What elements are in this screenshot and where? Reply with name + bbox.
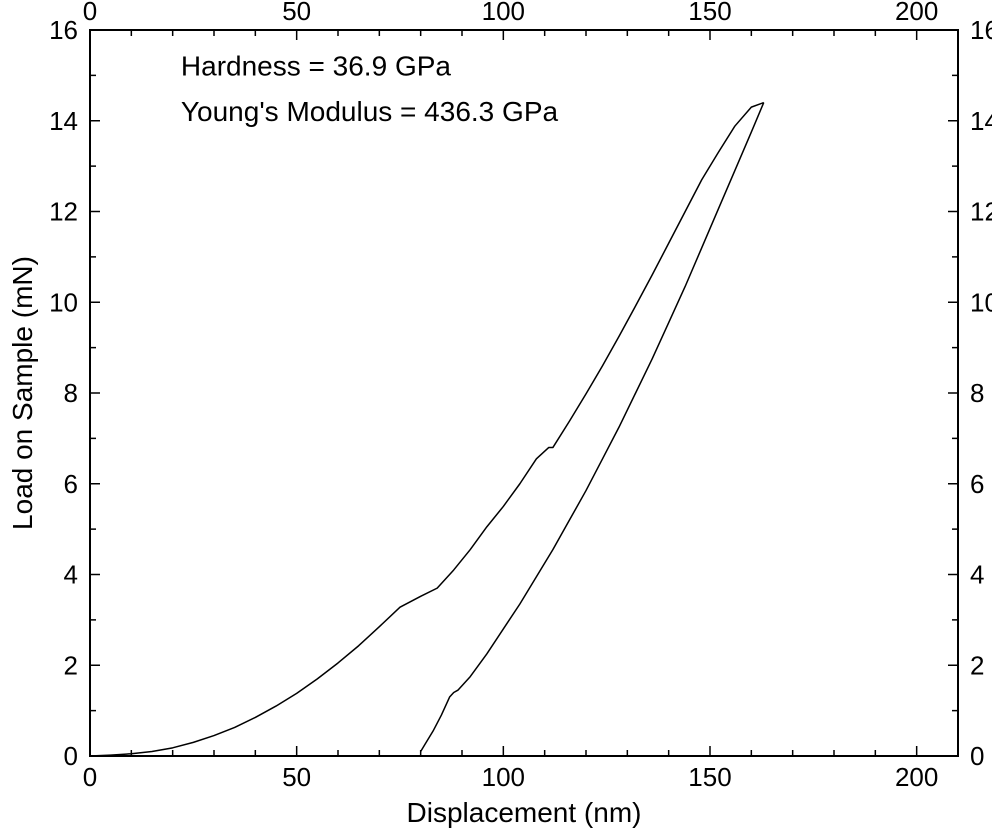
y-tick-label-right: 16 — [970, 15, 992, 45]
plot-border — [90, 30, 958, 756]
y-tick-label: 14 — [49, 106, 78, 136]
y-tick-label: 12 — [49, 197, 78, 227]
y-axis-label: Load on Sample (mN) — [7, 256, 38, 530]
y-tick-label: 6 — [64, 469, 78, 499]
chart-annotation: Young's Modulus = 436.3 GPa — [181, 96, 559, 127]
y-tick-label: 2 — [64, 650, 78, 680]
x-tick-label: 200 — [895, 762, 938, 792]
x-tick-label: 50 — [282, 762, 311, 792]
x-tick-label-top: 150 — [688, 0, 731, 26]
x-tick-label: 0 — [83, 762, 97, 792]
y-tick-label: 10 — [49, 287, 78, 317]
y-tick-label-right: 6 — [970, 469, 984, 499]
y-tick-label-right: 4 — [970, 560, 984, 590]
y-tick-label-right: 8 — [970, 378, 984, 408]
x-tick-label: 100 — [482, 762, 525, 792]
y-tick-label-right: 0 — [970, 741, 984, 771]
y-tick-label: 16 — [49, 15, 78, 45]
chart-container: { "chart": { "type": "line", "width": 99… — [0, 0, 992, 834]
x-tick-label-top: 0 — [83, 0, 97, 26]
x-tick-label-top: 50 — [282, 0, 311, 26]
y-tick-label: 8 — [64, 378, 78, 408]
y-tick-label-right: 12 — [970, 197, 992, 227]
load-displacement-chart: 0050501001001501502002000022446688101012… — [0, 0, 992, 834]
chart-annotation: Hardness = 36.9 GPa — [181, 50, 451, 81]
y-tick-label-right: 2 — [970, 650, 984, 680]
x-tick-label: 150 — [688, 762, 731, 792]
unloading-curve — [421, 103, 764, 752]
y-tick-label: 0 — [64, 741, 78, 771]
x-tick-label-top: 200 — [895, 0, 938, 26]
x-tick-label-top: 100 — [482, 0, 525, 26]
y-tick-label-right: 10 — [970, 287, 992, 317]
loading-curve — [90, 103, 764, 756]
y-tick-label: 4 — [64, 560, 78, 590]
x-axis-label: Displacement (nm) — [407, 797, 642, 828]
y-tick-label-right: 14 — [970, 106, 992, 136]
